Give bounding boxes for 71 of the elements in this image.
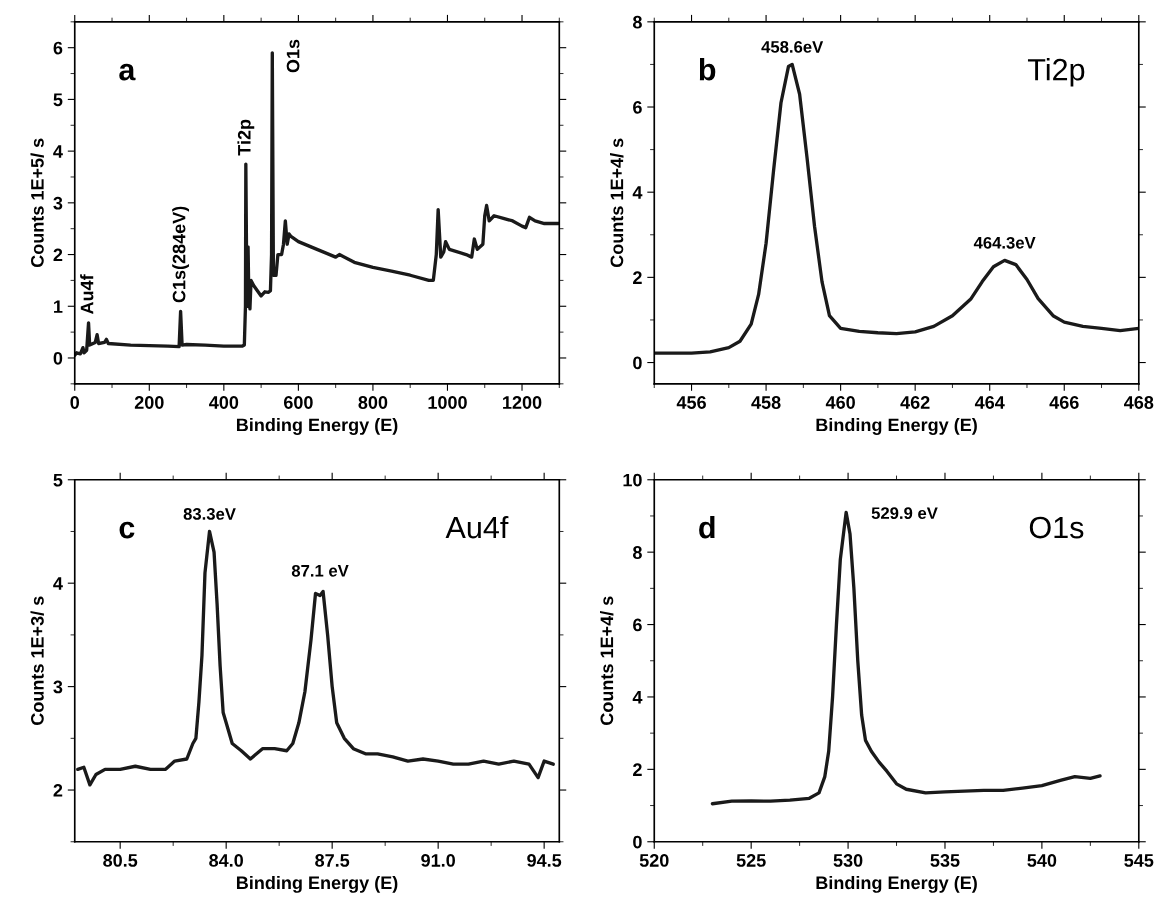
annotation: 529.9 eV	[871, 507, 938, 520]
x-tick-label: 456	[676, 396, 706, 409]
y-tick-label: 2	[633, 271, 642, 284]
x-tick-label: 530	[833, 854, 863, 867]
x-tick-label: 464	[974, 396, 1005, 409]
annotation: d	[699, 515, 715, 539]
annotation: O1s	[1029, 516, 1084, 539]
x-tick-label: 94.5	[527, 854, 562, 867]
annotation: a	[119, 63, 136, 81]
annotation: 458.6eV	[761, 41, 824, 53]
annotation: b	[699, 58, 716, 81]
x-tick-label: 460	[825, 396, 855, 409]
x-axis-title: Binding Energy (E)	[816, 875, 977, 893]
x-tick-label: 1200	[503, 396, 542, 409]
x-tick-label: 1000	[428, 396, 467, 409]
x-tick-label: 525	[736, 854, 766, 867]
x-tick-label: 80.5	[103, 854, 138, 867]
x-tick-label: 600	[283, 396, 313, 409]
annotation: C1s(284eV)	[172, 206, 190, 303]
y-tick-label: 1	[54, 300, 63, 313]
y-tick-label: 4	[53, 145, 63, 158]
annotation: O1s	[286, 39, 300, 73]
y-axis-title: Counts 1E+4/ s	[610, 138, 624, 268]
y-tick-label: 4	[632, 186, 643, 199]
y-tick-label: 5	[53, 473, 63, 487]
x-tick-label: 540	[1027, 854, 1057, 867]
y-tick-label: 3	[53, 196, 63, 210]
y-tick-label: 4	[53, 577, 63, 590]
y-axis-title: Counts 1E+4/ s	[599, 596, 614, 725]
annotation: c	[119, 521, 135, 539]
x-tick-label: 87.5	[315, 854, 350, 867]
annotation: 464.3eV	[973, 236, 1036, 249]
annotation: Au4f	[80, 274, 94, 315]
annotation: Ti2p	[237, 119, 255, 156]
x-tick-label: 800	[358, 396, 388, 409]
x-axis-title: Binding Energy (E)	[236, 418, 398, 435]
y-tick-label: 8	[632, 15, 642, 29]
y-tick-label: 10	[623, 473, 642, 487]
y-tick-label: 0	[633, 835, 642, 849]
x-tick-label: 462	[900, 396, 930, 409]
y-tick-label: 3	[53, 680, 63, 694]
annotation: 87.1 eV	[291, 564, 349, 577]
y-tick-label: 4	[632, 691, 643, 704]
x-tick-label: 458	[751, 396, 781, 409]
y-tick-label: 6	[633, 100, 642, 114]
x-tick-label: 91.0	[421, 854, 455, 867]
y-tick-label: 0	[633, 356, 642, 370]
x-axis-title: Binding Energy (E)	[236, 875, 398, 893]
y-tick-label: 8	[632, 546, 642, 559]
y-tick-label: 6	[53, 41, 63, 55]
y-axis-title: Counts 1E+3/ s	[30, 596, 44, 725]
x-tick-label: 400	[209, 396, 239, 409]
annotation: 83.3eV	[183, 508, 236, 520]
x-tick-label: 520	[639, 854, 669, 867]
y-tick-label: 5	[53, 93, 63, 107]
x-axis-title: Binding Energy (E)	[816, 418, 977, 435]
y-tick-label: 2	[53, 248, 63, 262]
x-tick-label: 200	[134, 396, 164, 409]
x-tick-label: 466	[1049, 396, 1079, 409]
y-tick-label: 2	[633, 763, 642, 776]
annotation: Au4f	[445, 515, 509, 539]
annotation: Ti2p	[1027, 58, 1085, 87]
x-tick-label: 468	[1124, 396, 1154, 409]
y-axis-title: Counts 1E+5/ s	[30, 138, 44, 268]
y-tick-label: 6	[633, 618, 642, 632]
x-tick-label: 0	[70, 396, 80, 409]
y-tick-label: 2	[53, 783, 63, 797]
y-tick-label: 0	[53, 351, 63, 365]
x-tick-label: 535	[930, 854, 960, 867]
x-tick-label: 545	[1124, 854, 1154, 867]
x-tick-label: 84.0	[209, 854, 243, 867]
